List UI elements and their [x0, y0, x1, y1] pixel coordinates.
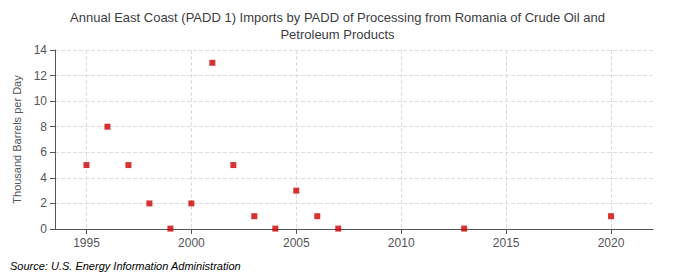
svg-text:14: 14 — [34, 43, 48, 57]
svg-text:1995: 1995 — [73, 236, 100, 250]
svg-text:2020: 2020 — [598, 236, 625, 250]
svg-text:4: 4 — [40, 171, 47, 185]
svg-text:2: 2 — [40, 196, 47, 210]
svg-text:Petroleum Products: Petroleum Products — [280, 27, 395, 42]
svg-text:10: 10 — [34, 94, 48, 108]
svg-text:Source: U.S. Energy Informatio: Source: U.S. Energy Information Administ… — [10, 260, 241, 272]
svg-text:12: 12 — [34, 69, 48, 83]
svg-text:Annual East Coast (PADD 1) Imp: Annual East Coast (PADD 1) Imports by PA… — [70, 10, 605, 25]
svg-text:0: 0 — [40, 222, 47, 236]
svg-text:2005: 2005 — [283, 236, 310, 250]
svg-text:2015: 2015 — [493, 236, 520, 250]
svg-text:8: 8 — [40, 120, 47, 134]
svg-text:2000: 2000 — [178, 236, 205, 250]
svg-text:2010: 2010 — [388, 236, 415, 250]
svg-text:Thousand Barrels per Day: Thousand Barrels per Day — [11, 75, 23, 204]
svg-text:6: 6 — [40, 145, 47, 159]
